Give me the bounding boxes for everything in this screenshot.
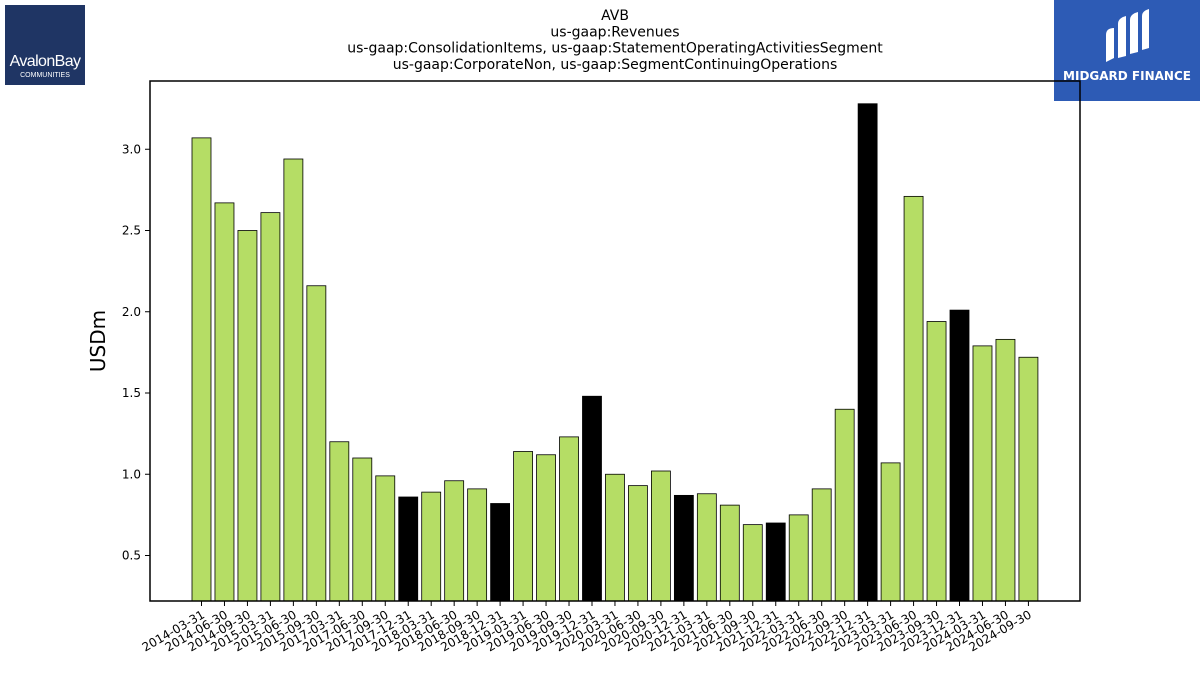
bar [742,524,763,602]
bar [398,496,419,602]
y-axis-label: USDm [86,310,110,372]
bar [605,473,625,602]
midgard-logo-name: MIDGARD FINANCE [1063,69,1191,83]
y-tick-label: 1.0 [122,467,141,481]
bar [811,488,832,602]
midgard-finance-logo: MIDGARD FINANCE [1054,0,1200,101]
midgard-logo-mark-icon [1106,9,1149,62]
bar [696,493,717,602]
bar [283,158,304,602]
bar [651,470,671,602]
bar [329,441,350,602]
bar [834,408,855,602]
bar [949,309,970,602]
y-tick-label: 0.5 [122,549,141,563]
bar [421,491,442,602]
bar [306,285,327,602]
bar [765,522,786,602]
bar [444,480,465,602]
bar [857,103,878,602]
bar [673,494,694,602]
chart-title-line: AVB [601,8,629,24]
bar [1018,356,1039,602]
bar [536,454,556,602]
bars [191,103,1039,602]
bar [903,195,924,602]
bar [788,514,809,602]
bar [559,436,579,602]
bar [926,321,947,602]
bar [972,345,993,602]
avalonbay-logo-name: AvalonBay [9,53,81,70]
avalonbay-logo-sub: COMMUNITIES [20,72,70,79]
bar [237,230,258,602]
bar [719,504,740,602]
chart-title-line: us-gaap:CorporateNon, us-gaap:SegmentCon… [393,57,838,73]
bar [191,137,212,602]
bar [582,395,602,602]
bar [214,202,235,602]
chart-title-line: us-gaap:Revenues [550,24,679,40]
bar [260,212,281,602]
bar [513,451,533,602]
avalonbay-logo: AvalonBay COMMUNITIES [5,5,85,85]
bar [995,338,1016,602]
bar [375,475,396,602]
chart-title-line: us-gaap:ConsolidationItems, us-gaap:Stat… [347,41,883,57]
bar [880,462,901,602]
chart-title: AVBus-gaap:Revenuesus-gaap:Consolidation… [347,8,883,73]
bar [628,485,648,602]
x-axis: 2014-03-312014-06-302014-09-302015-03-31… [140,601,1034,654]
y-tick-label: 2.0 [122,305,141,319]
y-tick-label: 3.0 [122,142,141,156]
y-axis: 0.5 1.0 1.5 2.0 2.5 3.0 [122,142,150,563]
bar [490,503,511,602]
y-tick-label: 2.5 [122,224,141,238]
bar [352,457,373,602]
bar [467,488,488,602]
y-tick-label: 1.5 [122,386,141,400]
